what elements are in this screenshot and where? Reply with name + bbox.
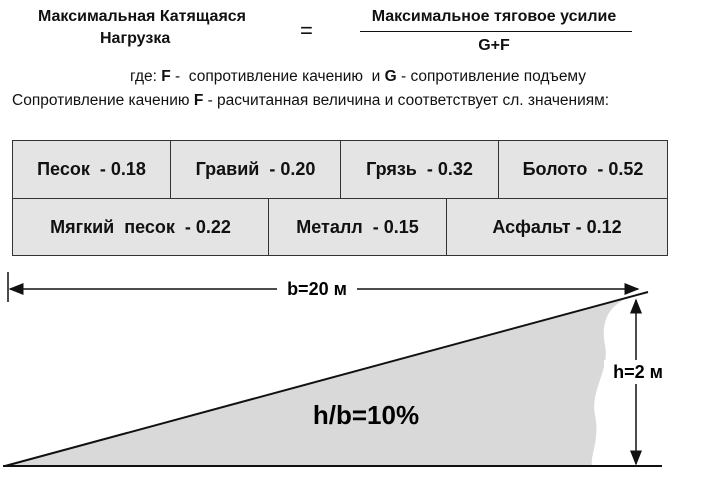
note-text: - сопротивление подъему bbox=[401, 68, 587, 85]
slope-line bbox=[4, 291, 649, 467]
formula-equals: = bbox=[300, 18, 313, 43]
table-cell: Болото - 0.52 bbox=[498, 140, 668, 199]
table-cell: Грязь - 0.32 bbox=[340, 140, 499, 199]
note-symbol: F bbox=[193, 92, 204, 109]
note-text: Сопротивление качению bbox=[12, 92, 190, 109]
note-line: где: F - сопротивление качению и G - соп… bbox=[130, 68, 586, 86]
formula-left-1: Максимальная Катящаяся bbox=[38, 8, 247, 25]
height-label: h=2 м bbox=[613, 362, 663, 382]
note-text: где: bbox=[130, 68, 157, 85]
ratio-label: h/b=10% bbox=[313, 400, 419, 430]
table-cell: Металл - 0.15 bbox=[268, 198, 447, 256]
note-text: - расчитанная величина и соответствует с… bbox=[207, 92, 610, 109]
note-symbol: F bbox=[161, 68, 171, 85]
table-cell: Асфальт - 0.12 bbox=[446, 198, 668, 256]
formula-denominator: G+F bbox=[478, 37, 510, 54]
note-symbol: G bbox=[384, 68, 397, 85]
note-line: Сопротивление качению F - расчитанная ве… bbox=[12, 92, 609, 110]
base-label: b=20 м bbox=[287, 279, 347, 299]
fraction-bar bbox=[360, 31, 632, 32]
table-cell: Песок - 0.18 bbox=[12, 140, 171, 199]
label-bg bbox=[604, 360, 672, 384]
label-bg bbox=[277, 278, 357, 300]
formula-left-2: Нагрузка bbox=[100, 30, 171, 47]
formula-numerator: Максимальное тяговое усилие bbox=[371, 8, 617, 25]
table-cell: Мягкий песок - 0.22 bbox=[12, 198, 269, 256]
note-text: - сопротивление качению и bbox=[175, 68, 381, 85]
